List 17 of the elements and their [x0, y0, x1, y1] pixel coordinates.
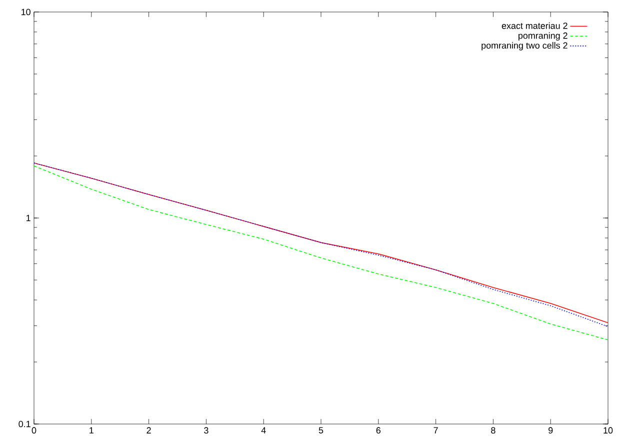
legend-label: pomraning two cells 2 — [482, 42, 568, 50]
x-tick-label: 9 — [548, 427, 553, 434]
y-tick-label: 1 — [26, 214, 30, 222]
x-tick-label: 1 — [90, 427, 94, 434]
x-tick-label: 7 — [434, 427, 438, 434]
x-tick-label: 4 — [261, 427, 266, 434]
y-tick-label: 10 — [22, 8, 30, 16]
x-tick-label: 2 — [146, 427, 151, 434]
legend-label: exact materiau 2 — [502, 22, 568, 29]
x-tick-label: 3 — [204, 427, 208, 434]
x-tick-label: 6 — [376, 427, 381, 434]
x-tick-label: 10 — [604, 427, 613, 434]
y-tick-label: 0.1 — [18, 420, 30, 428]
x-tick-label: 5 — [318, 427, 324, 434]
legend-label: pomraning 2 — [518, 32, 568, 41]
x-tick-label: 8 — [491, 427, 496, 434]
x-tick-label: 0 — [32, 427, 36, 434]
